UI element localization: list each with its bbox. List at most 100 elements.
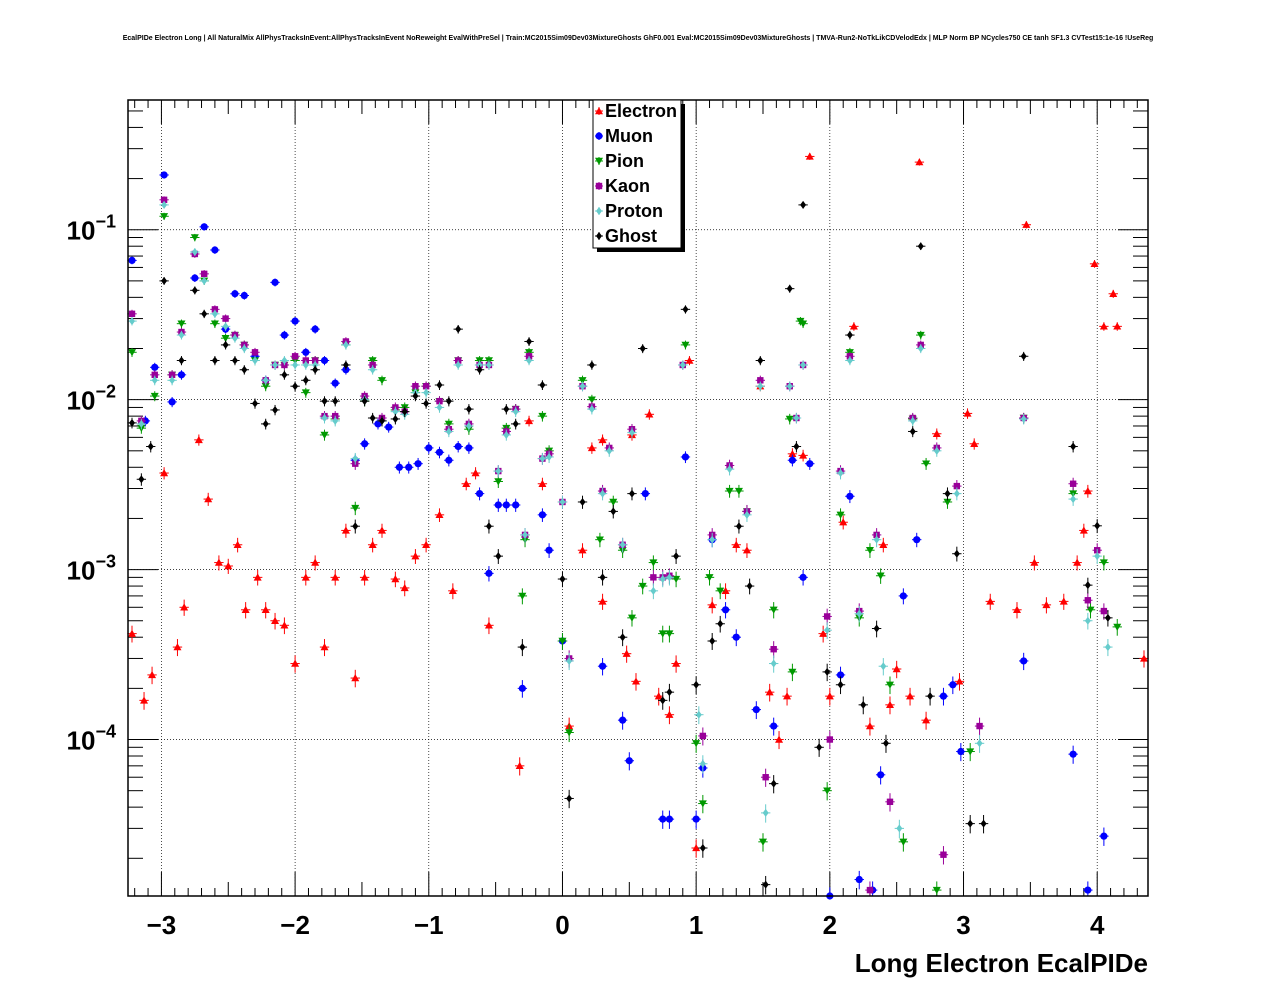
data-point	[565, 729, 574, 737]
data-point	[846, 356, 853, 365]
legend-box	[592, 99, 682, 249]
data-point	[598, 597, 607, 605]
data-point	[622, 649, 631, 657]
y-tick-exponent: −4	[95, 722, 116, 742]
data-point	[150, 392, 159, 401]
data-point	[1113, 322, 1122, 330]
data-point	[949, 681, 957, 689]
data-point	[331, 379, 339, 387]
data-point	[877, 771, 885, 779]
data-point	[679, 360, 686, 369]
data-point	[251, 356, 258, 365]
data-point	[588, 360, 595, 369]
x-tick-label: 2	[823, 910, 837, 940]
x-tick-label: −2	[280, 910, 310, 940]
data-point	[770, 646, 777, 653]
data-point	[906, 692, 915, 700]
data-point	[262, 419, 269, 428]
data-point	[331, 573, 340, 581]
data-point	[378, 416, 385, 425]
data-point	[639, 344, 646, 353]
data-point	[494, 478, 503, 486]
data-point	[518, 592, 527, 600]
data-point	[128, 629, 137, 637]
data-point	[705, 574, 714, 582]
data-point	[654, 692, 663, 700]
data-point	[628, 489, 635, 498]
data-point	[476, 365, 483, 374]
data-point	[658, 630, 667, 638]
data-point	[311, 558, 320, 566]
data-point	[281, 356, 288, 365]
data-point	[659, 815, 667, 823]
data-point	[732, 540, 741, 548]
data-point	[291, 659, 300, 667]
data-point	[631, 677, 640, 685]
data-point	[292, 382, 299, 391]
data-point	[819, 629, 828, 637]
data-point	[716, 587, 725, 595]
data-point	[873, 535, 880, 544]
data-point	[628, 428, 635, 437]
legend-label: Kaon	[605, 176, 650, 196]
data-point	[512, 419, 519, 428]
data-point	[963, 409, 972, 417]
data-point	[899, 838, 908, 846]
data-point	[876, 572, 885, 580]
data-point	[939, 692, 948, 700]
legend-marker	[595, 107, 603, 115]
data-point	[726, 465, 733, 474]
data-point	[1070, 495, 1077, 504]
data-point	[1020, 657, 1028, 665]
data-point	[799, 573, 807, 581]
data-point	[933, 446, 940, 455]
data-point	[200, 223, 208, 231]
data-point	[846, 492, 854, 500]
data-point	[361, 397, 368, 406]
data-point	[757, 382, 764, 391]
y-tick-label: 10−2	[67, 382, 116, 416]
legend-marker	[596, 207, 602, 215]
data-point	[659, 696, 666, 705]
data-point	[455, 325, 462, 334]
data-point	[191, 286, 198, 295]
data-point	[1104, 643, 1111, 652]
data-point	[799, 320, 808, 328]
data-point	[222, 340, 229, 349]
data-point	[909, 416, 916, 425]
data-point	[302, 348, 310, 356]
data-point	[627, 614, 636, 622]
x-tick-label: −1	[414, 910, 444, 940]
x-tick-label: 0	[555, 910, 569, 940]
data-point	[485, 569, 493, 577]
data-point	[160, 469, 169, 477]
data-point	[281, 370, 288, 379]
x-tick-label: −3	[147, 910, 177, 940]
data-point	[539, 380, 546, 389]
data-point	[885, 700, 894, 709]
data-point	[178, 331, 185, 340]
data-point	[352, 454, 359, 463]
data-point	[855, 875, 863, 884]
data-point	[1084, 616, 1091, 625]
legend-label: Muon	[605, 126, 653, 146]
data-point	[546, 452, 553, 461]
data-point	[194, 435, 203, 444]
data-point	[692, 740, 701, 748]
series-ghost	[127, 200, 1113, 895]
data-point	[742, 546, 751, 554]
data-point	[128, 256, 136, 264]
data-point	[369, 365, 376, 374]
data-point	[385, 423, 393, 431]
data-point	[476, 360, 483, 369]
data-point	[892, 665, 901, 673]
data-point	[526, 337, 533, 346]
data-point	[1109, 289, 1118, 297]
data-point	[465, 444, 473, 452]
data-point	[177, 371, 186, 379]
data-point	[659, 575, 666, 584]
data-point	[579, 497, 586, 506]
data-point	[909, 427, 916, 436]
data-point	[695, 710, 702, 719]
